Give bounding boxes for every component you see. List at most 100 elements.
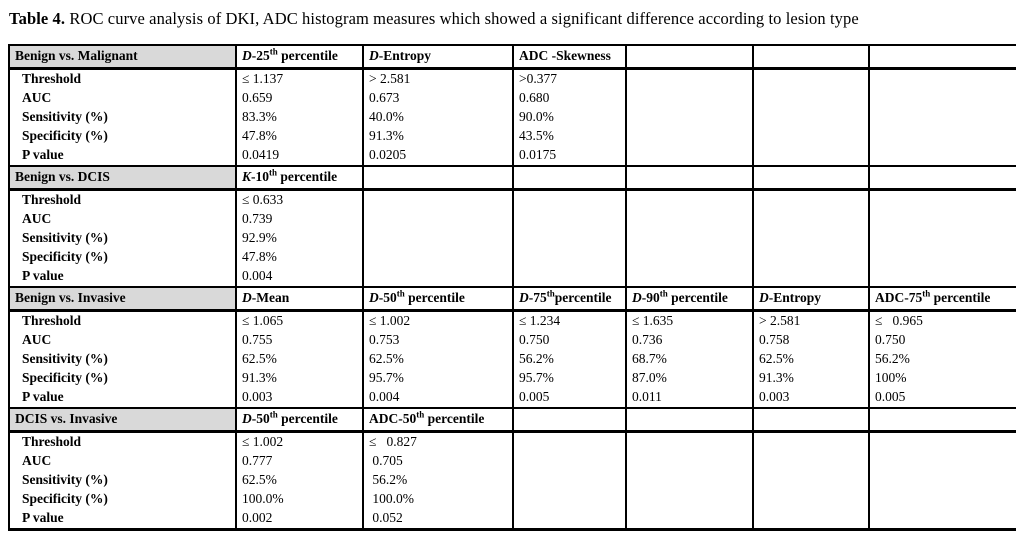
table-row: Specificity (%) 47.8% 91.3% 43.5% — [8, 127, 1016, 146]
value-cell: ≤ 0.965 — [868, 310, 1016, 331]
column-header — [625, 44, 753, 70]
table-row: P value 0.003 0.004 0.005 0.011 0.003 0.005 — [8, 388, 1016, 408]
row-label: Specificity (%) — [8, 127, 236, 146]
header-variable: D — [759, 290, 769, 306]
value-cell — [362, 189, 513, 210]
table-row: Specificity (%) 100.0% 100.0% — [8, 490, 1016, 509]
value-cell: 62.5% — [235, 350, 363, 369]
table-row: P value 0.002 0.052 — [8, 509, 1016, 531]
value-cell: 87.0% — [625, 369, 753, 388]
value-cell — [362, 267, 513, 287]
column-header — [512, 165, 626, 191]
value-cell: 56.2% — [362, 471, 513, 490]
row-label: P value — [8, 267, 236, 287]
value-cell: 0.739 — [235, 210, 363, 229]
value-cell: 0.011 — [625, 388, 753, 408]
column-header — [868, 44, 1016, 70]
row-label: P value — [8, 146, 236, 166]
value-cell: ≤ 1.002 — [362, 310, 513, 331]
value-cell: 91.3% — [752, 369, 869, 388]
column-header — [752, 165, 869, 191]
value-cell: 0.753 — [362, 331, 513, 350]
value-cell: 56.2% — [512, 350, 626, 369]
value-cell: 68.7% — [625, 350, 753, 369]
header-variable: D — [519, 290, 529, 306]
column-header: D-Entropy — [752, 286, 869, 312]
value-cell — [752, 248, 869, 267]
value-cell: 62.5% — [362, 350, 513, 369]
value-cell — [512, 509, 626, 531]
column-header: K-10th percentile — [235, 165, 363, 191]
header-text: ADC -Skewness — [519, 48, 611, 64]
value-cell: 43.5% — [512, 127, 626, 146]
value-cell — [868, 89, 1016, 108]
value-cell — [362, 229, 513, 248]
value-cell — [868, 189, 1016, 210]
header-text: ADC-75 — [875, 290, 923, 306]
value-cell: 0.052 — [362, 509, 513, 531]
value-cell — [752, 108, 869, 127]
value-cell: 100% — [868, 369, 1016, 388]
row-label: Sensitivity (%) — [8, 108, 236, 127]
value-cell: ≤ 0.827 — [362, 431, 513, 452]
table-row: AUC 0.659 0.673 0.680 — [8, 89, 1016, 108]
value-cell: 62.5% — [752, 350, 869, 369]
row-label: AUC — [8, 210, 236, 229]
header-text: -90 — [641, 290, 660, 306]
value-cell — [625, 431, 753, 452]
column-header: D-Entropy — [362, 44, 513, 70]
header-text-tail: percentile — [277, 48, 338, 64]
value-cell — [868, 431, 1016, 452]
value-cell: 47.8% — [235, 248, 363, 267]
section-label: Benign vs. Invasive — [8, 286, 236, 312]
value-cell: 0.758 — [752, 331, 869, 350]
column-header — [512, 407, 626, 433]
section-label: DCIS vs. Invasive — [8, 407, 236, 433]
table-row: Sensitivity (%) 92.9% — [8, 229, 1016, 248]
value-cell — [752, 68, 869, 89]
value-cell: 95.7% — [512, 369, 626, 388]
header-text-tail: percentile — [404, 290, 465, 306]
roc-analysis-table: Benign vs. Malignant D-25th percentile D-E… — [8, 44, 1016, 531]
value-cell — [868, 229, 1016, 248]
header-text-tail: percentile — [554, 290, 612, 306]
value-cell — [868, 471, 1016, 490]
header-variable: K — [242, 169, 252, 185]
table-caption: Table 4. ROC curve analysis of DKI, ADC … — [9, 9, 859, 29]
header-text: -75 — [528, 290, 547, 306]
value-cell: 100.0% — [362, 490, 513, 509]
value-cell — [868, 452, 1016, 471]
row-label: AUC — [8, 331, 236, 350]
value-cell — [752, 509, 869, 531]
table-row: AUC 0.739 — [8, 210, 1016, 229]
value-cell: > 2.581 — [752, 310, 869, 331]
column-header: ADC -Skewness — [512, 44, 626, 70]
value-cell: 0.003 — [235, 388, 363, 408]
row-label: Specificity (%) — [8, 369, 236, 388]
column-header — [625, 407, 753, 433]
column-header: D-75thpercentile — [512, 286, 626, 312]
value-cell: 100.0% — [235, 490, 363, 509]
value-cell — [868, 509, 1016, 531]
value-cell: ≤ 1.234 — [512, 310, 626, 331]
value-cell — [752, 471, 869, 490]
value-cell: ≤ 0.633 — [235, 189, 363, 210]
value-cell: 56.2% — [868, 350, 1016, 369]
section-label: Benign vs. Malignant — [8, 44, 236, 70]
value-cell — [625, 127, 753, 146]
table-row: Specificity (%) 47.8% — [8, 248, 1016, 267]
table-row: AUC 0.777 0.705 — [8, 452, 1016, 471]
row-label: P value — [8, 509, 236, 531]
table-row: Specificity (%) 91.3% 95.7% 95.7% 87.0% 91.3%… — [8, 369, 1016, 388]
value-cell — [752, 229, 869, 248]
header-superscript: th — [396, 288, 405, 299]
value-cell: 0.002 — [235, 509, 363, 531]
column-header — [752, 407, 869, 433]
header-text-tail: percentile — [930, 290, 991, 306]
header-variable: D — [369, 290, 379, 306]
header-superscript: th — [416, 409, 425, 420]
value-cell — [752, 89, 869, 108]
value-cell: 62.5% — [235, 471, 363, 490]
value-cell: 0.004 — [235, 267, 363, 287]
value-cell — [512, 452, 626, 471]
